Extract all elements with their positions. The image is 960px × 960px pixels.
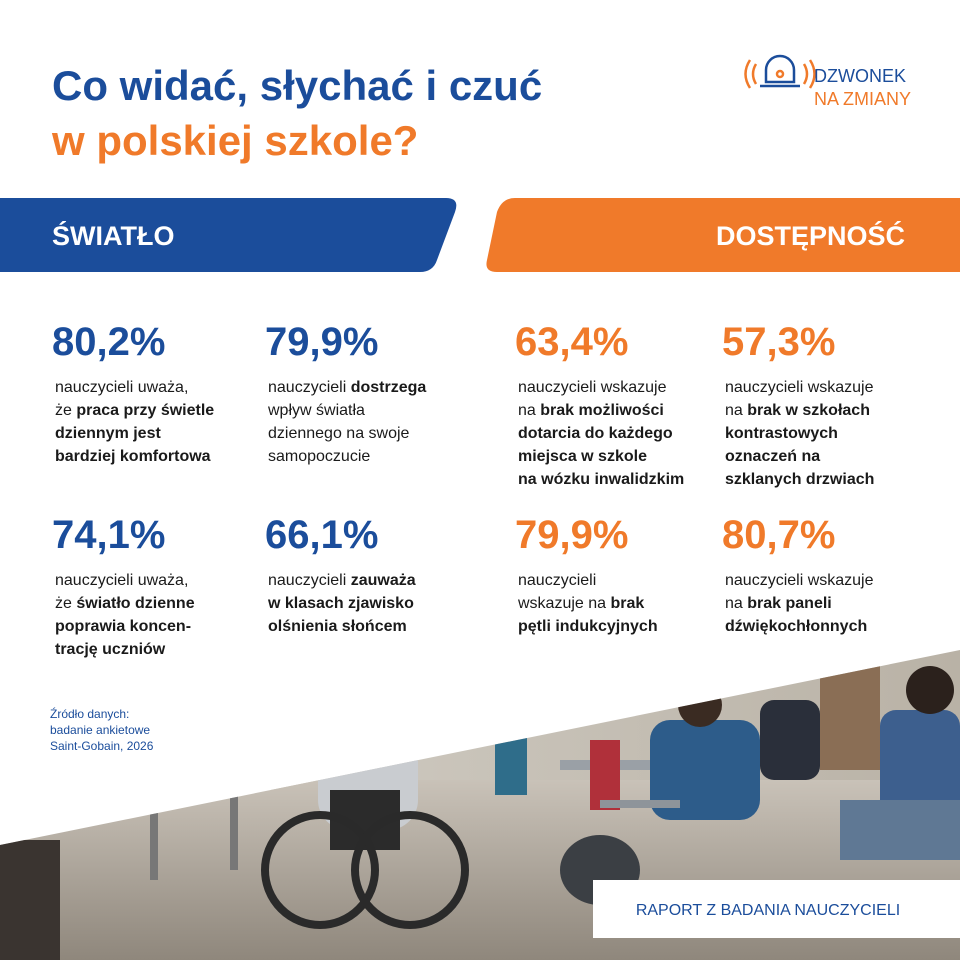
- text-run: na wózku inwalidzkim: [518, 471, 684, 488]
- text-run: szklanych drzwiach: [725, 471, 874, 488]
- text-run: praca przy świetle: [76, 402, 214, 419]
- text-run: że: [55, 595, 76, 612]
- section-title: ŚWIATŁO: [52, 220, 174, 251]
- text-run: nauczycieli wskazuje: [518, 379, 667, 396]
- stat-value: 57,3%: [722, 320, 835, 364]
- text-run: dziennym jest: [55, 425, 161, 442]
- text-run: olśnienia słońcem: [268, 618, 407, 635]
- text-run: zauważa: [351, 572, 416, 589]
- stat-value: 79,9%: [515, 513, 628, 557]
- section-banner: [0, 198, 457, 272]
- text-run: w klasach zjawisko: [267, 595, 414, 612]
- text-run: że: [55, 402, 76, 419]
- stat-value: 80,7%: [722, 513, 835, 557]
- text-run: brak: [611, 595, 645, 612]
- section-title: DOSTĘPNOŚĆ: [716, 220, 905, 251]
- source-line: badanie ankietowe: [50, 723, 150, 737]
- text-run: nauczycieli uważa,: [55, 572, 188, 589]
- source-line: Źródło danych:: [50, 706, 129, 721]
- text-run: bardziej komfortowa: [55, 448, 211, 465]
- stat-description: nauczycieli uważa, że światło dzienne popr…: [55, 572, 195, 658]
- text-run: kontrastowych: [725, 425, 838, 442]
- text-run: samopoczucie: [268, 448, 370, 465]
- source-line: Saint-Gobain, 2026: [50, 739, 154, 753]
- title-line-1: Co widać, słychać i czuć: [52, 62, 542, 109]
- text-run: nauczycieli: [268, 379, 351, 396]
- logo-text-1: DZWONEK: [814, 66, 906, 86]
- text-run: pętli indukcyjnych: [518, 618, 658, 635]
- text-run: brak w szkołach: [747, 402, 870, 419]
- text-run: dźwiękochłonnych: [725, 618, 867, 635]
- text-run: wskazuje na: [517, 595, 611, 612]
- section-banner: [486, 198, 960, 272]
- logo: DZWONEK NA ZMIANY: [744, 54, 911, 109]
- stat-value: 63,4%: [515, 320, 628, 364]
- text-run: nauczycieli wskazuje: [725, 572, 874, 589]
- text-run: nauczycieli: [268, 572, 351, 589]
- stats: 80,2% nauczycieli uważa, że praca przy świ…: [52, 320, 874, 658]
- text-run: brak możliwości: [540, 402, 664, 419]
- text-run: dostrzega: [351, 379, 427, 396]
- text-run: oznaczeń na: [725, 448, 820, 465]
- stat-value: 66,1%: [265, 513, 378, 557]
- stat-description: nauczycieli wskazuje na brak w szkołach ko…: [725, 379, 874, 488]
- text-run: na: [725, 595, 747, 612]
- stat-description: nauczycieli wskazuje na brak możliwości do…: [518, 379, 684, 488]
- badge-box: [593, 880, 960, 938]
- footer-badge: RAPORT Z BADANIA NAUCZYCIELI: [636, 902, 900, 919]
- text-run: na: [725, 402, 747, 419]
- stat-description: nauczycieli wskazuje na brak paneli dźwięk…: [725, 572, 874, 635]
- source-note: Źródło danych: badanie ankietowe Saint-G…: [50, 706, 154, 753]
- logo-text-2: NA ZMIANY: [814, 89, 911, 109]
- text-run: nauczycieli uważa,: [55, 379, 188, 396]
- text-run: na: [518, 402, 540, 419]
- title-line-2: w polskiej szkole?: [51, 117, 418, 164]
- text-run: nauczycieli: [518, 572, 596, 589]
- text-run: poprawia koncen-: [55, 618, 191, 635]
- stat-description: nauczycieli uważa, że praca przy świetle d…: [55, 379, 214, 465]
- text-run: dotarcia do każdego: [518, 425, 673, 442]
- stat-value: 79,9%: [265, 320, 378, 364]
- stat-description: nauczycieli wskazuje na brak pętli indukcy…: [517, 572, 658, 635]
- text-run: miejsca w szkole: [518, 448, 647, 465]
- text-run: nauczycieli wskazuje: [725, 379, 874, 396]
- text-run: brak paneli: [747, 595, 831, 612]
- stat-description: nauczycieli dostrzega wpływ światła dzienn…: [267, 379, 426, 465]
- stat-description: nauczycieli zauważa w klasach zjawisko olś…: [267, 572, 416, 635]
- text-run: dziennego na swoje: [268, 425, 410, 442]
- text-run: trację uczniów: [55, 641, 166, 658]
- stat-value: 74,1%: [52, 513, 165, 557]
- stat-value: 80,2%: [52, 320, 165, 364]
- text-run: światło dzienne: [76, 595, 194, 612]
- text-run: wpływ światła: [267, 402, 365, 419]
